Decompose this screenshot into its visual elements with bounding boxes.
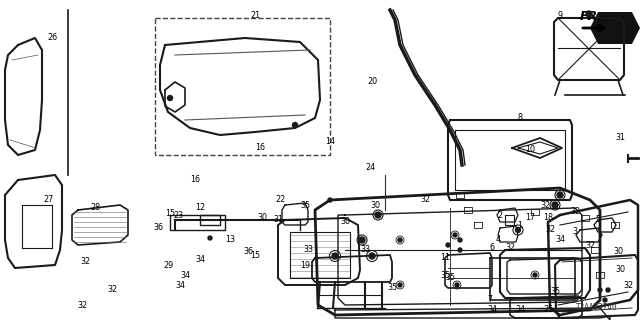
Text: 4: 4 — [495, 236, 500, 244]
Text: 17: 17 — [525, 213, 535, 222]
Text: 35: 35 — [445, 274, 455, 283]
Circle shape — [168, 95, 173, 100]
Text: 32: 32 — [107, 285, 117, 294]
Text: 35: 35 — [550, 287, 560, 297]
Text: 13: 13 — [225, 236, 235, 244]
Text: 2: 2 — [497, 211, 502, 220]
Text: 7: 7 — [488, 295, 493, 305]
Text: 19: 19 — [300, 260, 310, 269]
Text: 28: 28 — [90, 204, 100, 212]
Circle shape — [598, 288, 602, 292]
Text: 34: 34 — [180, 270, 190, 279]
Text: 35: 35 — [387, 284, 397, 292]
Text: 30: 30 — [613, 247, 623, 257]
Circle shape — [369, 253, 375, 259]
Circle shape — [398, 238, 402, 242]
Text: 30: 30 — [615, 266, 625, 275]
Text: 32: 32 — [540, 201, 550, 210]
Text: 36: 36 — [153, 223, 163, 233]
Text: 11: 11 — [440, 253, 450, 262]
Text: 33: 33 — [360, 245, 370, 254]
Text: 22: 22 — [275, 196, 285, 204]
Text: 6: 6 — [490, 244, 495, 252]
Text: 32: 32 — [623, 281, 633, 290]
Text: 3: 3 — [573, 228, 577, 236]
Text: 25: 25 — [543, 306, 553, 315]
Text: 14: 14 — [325, 138, 335, 147]
Text: 1: 1 — [518, 220, 522, 229]
Circle shape — [552, 202, 558, 208]
Text: 12: 12 — [195, 204, 205, 212]
Text: 20: 20 — [367, 77, 377, 86]
Text: 26: 26 — [47, 34, 57, 43]
Text: 5: 5 — [595, 215, 600, 225]
Circle shape — [446, 243, 450, 247]
Text: 15: 15 — [250, 251, 260, 260]
Text: 34: 34 — [555, 236, 565, 244]
Text: 21: 21 — [250, 11, 260, 20]
Circle shape — [557, 192, 563, 198]
Text: 34: 34 — [195, 255, 205, 265]
Circle shape — [455, 283, 459, 287]
Text: 23: 23 — [173, 211, 183, 220]
Text: 30: 30 — [370, 201, 380, 210]
Text: 32: 32 — [420, 196, 430, 204]
Text: 18: 18 — [543, 213, 553, 222]
Text: 32: 32 — [545, 226, 555, 235]
Text: 33: 33 — [303, 245, 313, 254]
Polygon shape — [590, 12, 640, 44]
Text: 36: 36 — [243, 247, 253, 257]
Circle shape — [586, 11, 592, 17]
Text: 32: 32 — [77, 300, 87, 309]
Circle shape — [208, 236, 212, 240]
Circle shape — [453, 233, 457, 237]
Text: 32: 32 — [570, 207, 580, 217]
Text: 27: 27 — [43, 196, 53, 204]
Text: 34: 34 — [515, 306, 525, 315]
Text: 35: 35 — [300, 201, 310, 210]
Text: 34: 34 — [175, 281, 185, 290]
Circle shape — [359, 237, 365, 243]
Circle shape — [292, 123, 298, 127]
Text: 34: 34 — [487, 306, 497, 315]
Text: 30: 30 — [257, 213, 267, 222]
Text: FR.: FR. — [580, 10, 603, 23]
Text: 8: 8 — [518, 114, 522, 123]
Text: 32: 32 — [80, 258, 90, 267]
Text: 29: 29 — [163, 260, 173, 269]
Text: 32: 32 — [505, 244, 515, 252]
Text: 24: 24 — [365, 164, 375, 172]
Text: 32: 32 — [585, 241, 595, 250]
Circle shape — [458, 248, 462, 252]
Text: 31: 31 — [273, 215, 283, 225]
Circle shape — [458, 238, 462, 242]
Text: 16: 16 — [190, 175, 200, 185]
Circle shape — [515, 228, 520, 233]
Text: 31: 31 — [615, 133, 625, 142]
Circle shape — [332, 253, 338, 259]
Text: 9: 9 — [557, 11, 563, 20]
Circle shape — [375, 212, 381, 218]
Text: 15: 15 — [165, 209, 175, 218]
Text: 10: 10 — [525, 146, 535, 155]
Text: T2AAB3740: T2AAB3740 — [577, 303, 618, 312]
Circle shape — [533, 273, 537, 277]
Circle shape — [328, 198, 332, 202]
Text: 16: 16 — [255, 143, 265, 153]
Circle shape — [398, 283, 402, 287]
Text: 30: 30 — [340, 218, 350, 227]
Text: 35: 35 — [440, 270, 450, 279]
Circle shape — [603, 298, 607, 302]
Circle shape — [606, 288, 610, 292]
